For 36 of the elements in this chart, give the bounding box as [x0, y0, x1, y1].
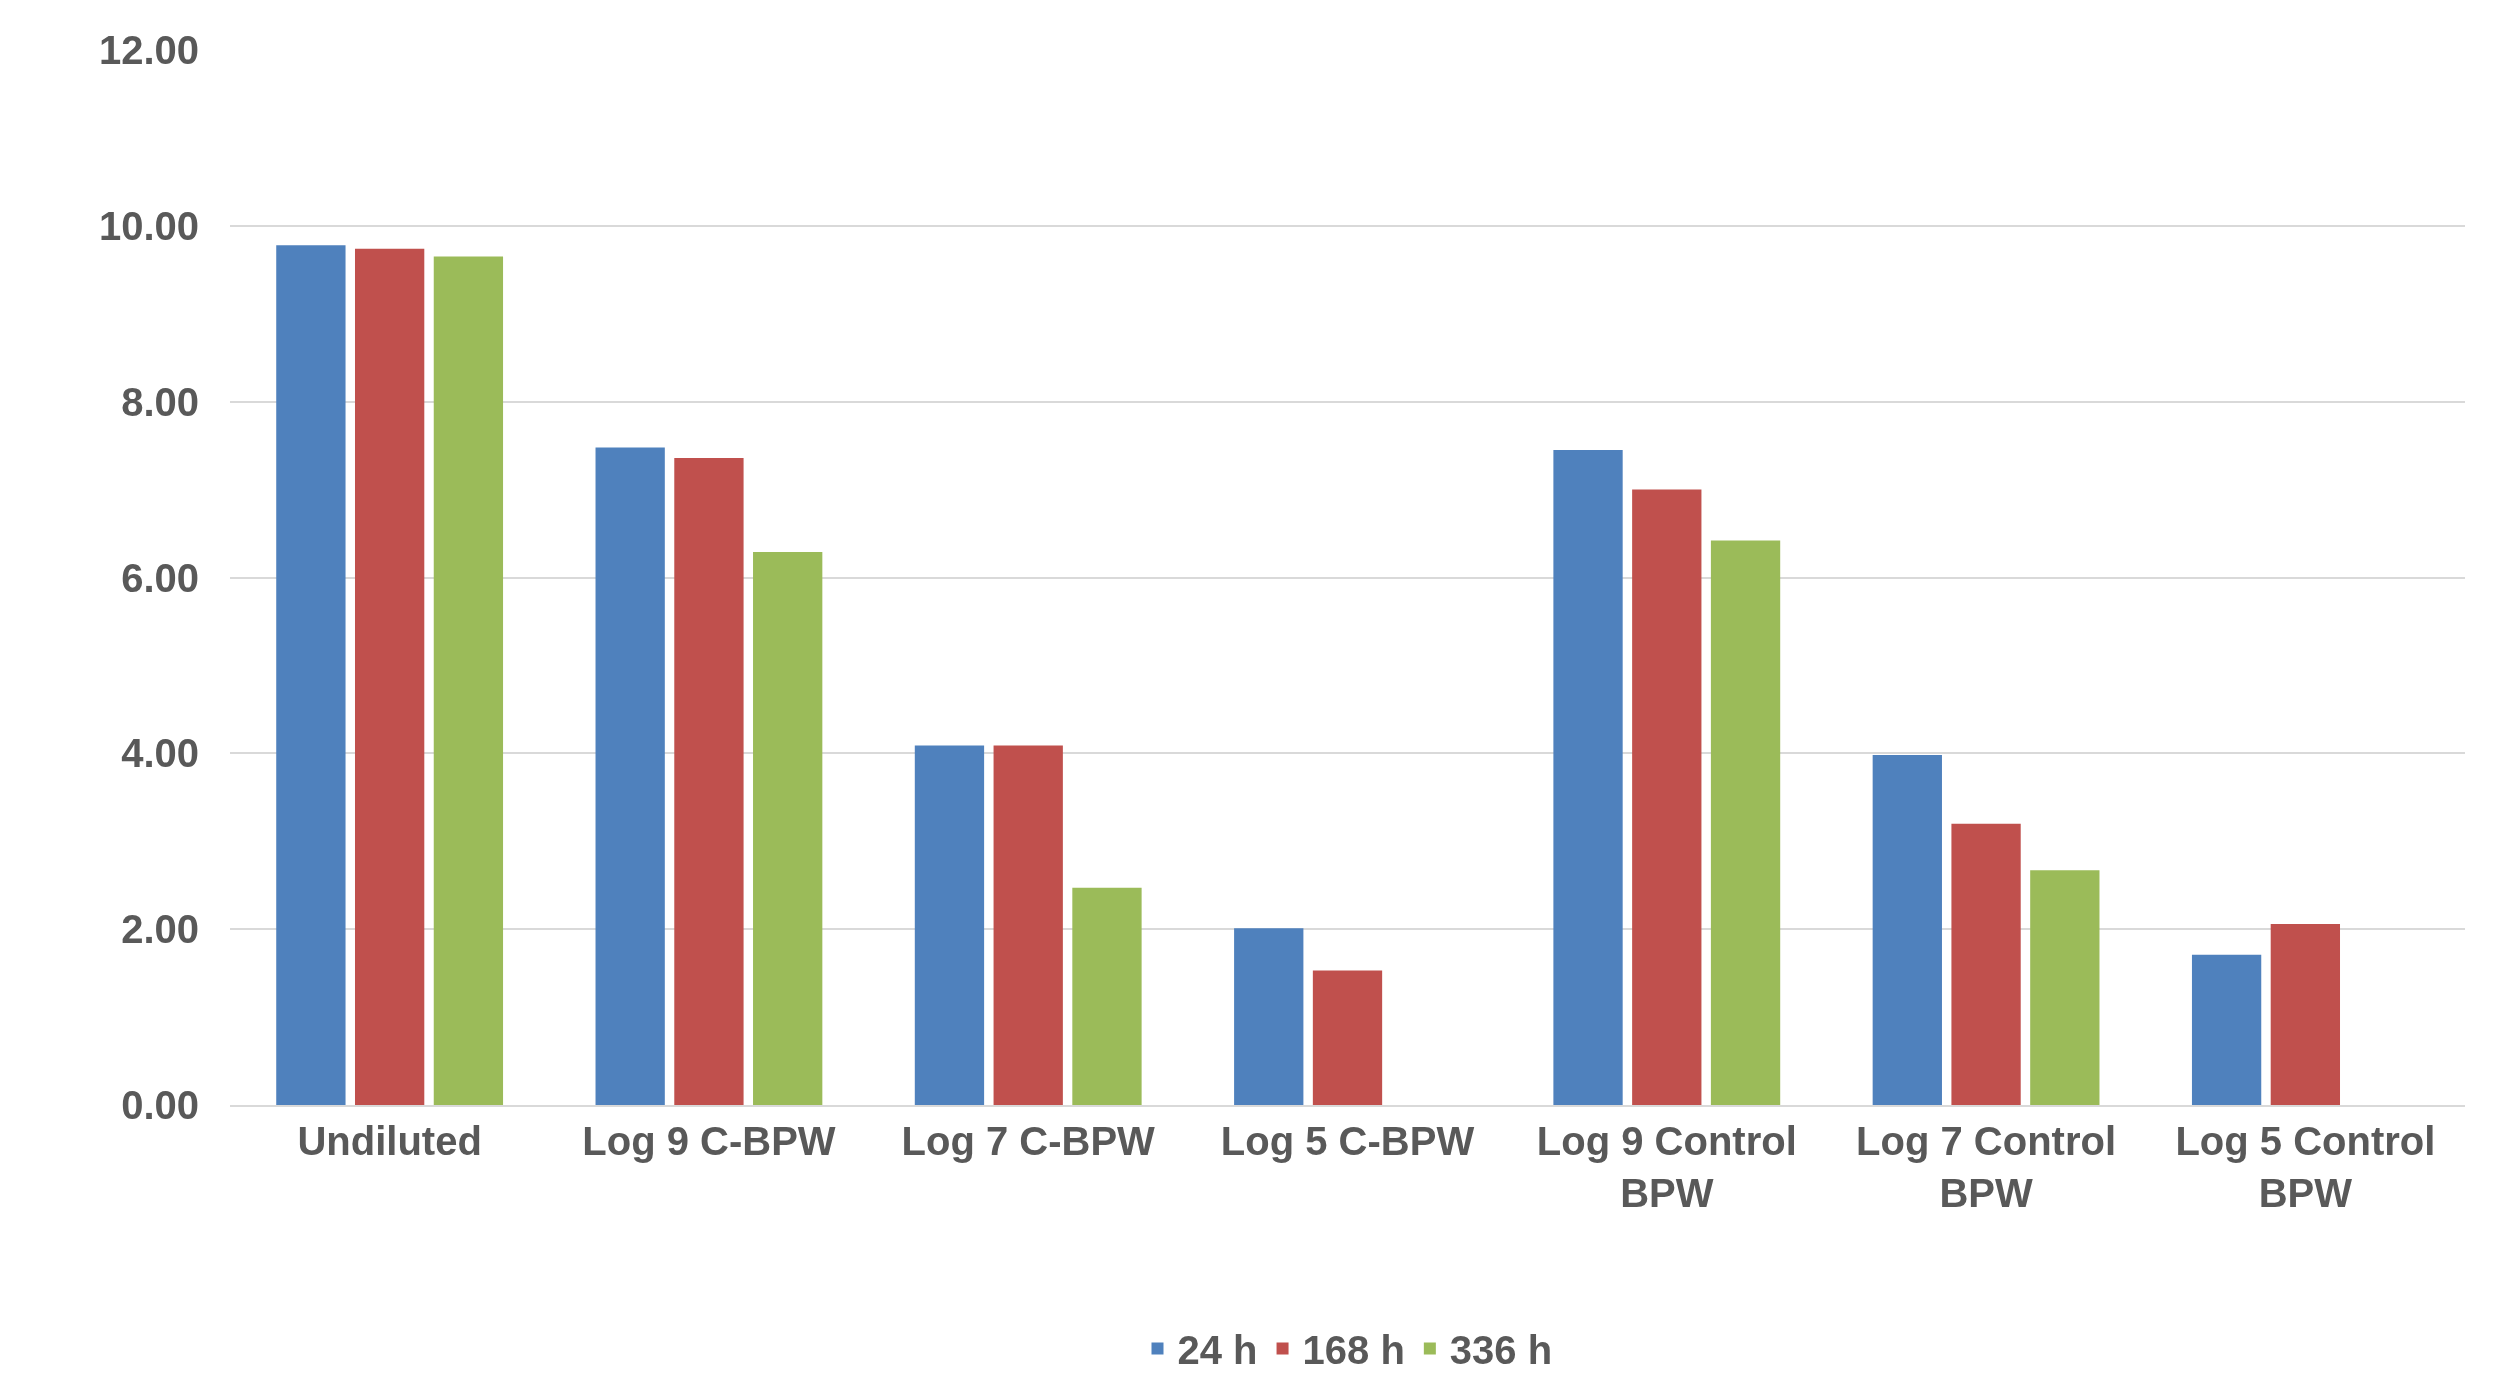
x-tick-label: Log 5 C-BPW — [1220, 1119, 1475, 1163]
bar — [914, 745, 985, 1105]
legend-label: 24 h — [1177, 1328, 1258, 1373]
y-tick-label: 10.00 — [98, 203, 199, 248]
x-tick-label: Log 5 Control BPW — [2175, 1119, 2436, 1215]
y-tick-label: 2.00 — [121, 907, 199, 952]
bar — [1312, 970, 1383, 1105]
bar — [354, 248, 425, 1105]
bar — [433, 256, 504, 1105]
x-tick-label: Log 9 C-BPW — [582, 1119, 836, 1163]
y-tick-label: 12.00 — [98, 28, 199, 72]
bar — [2191, 954, 2262, 1105]
x-tick-label: Log 7 Control BPW — [1856, 1119, 2117, 1215]
y-tick-label: 8.00 — [121, 379, 199, 424]
bar — [993, 745, 1063, 1105]
bar — [1872, 755, 1942, 1105]
x-tick-label: Log 7 C-BPW — [901, 1119, 1156, 1163]
bar — [753, 552, 823, 1105]
bar — [1553, 450, 1623, 1105]
y-tick-label: 6.00 — [121, 555, 199, 600]
bar — [2270, 923, 2341, 1105]
y-tick-label: 4.00 — [121, 731, 199, 776]
y-tick-label: 0.00 — [121, 1083, 199, 1127]
bar — [1951, 823, 2021, 1105]
legend-label: 336 h — [1449, 1328, 1553, 1373]
bar — [1072, 887, 1142, 1105]
bar — [1234, 928, 1304, 1105]
bar — [595, 447, 665, 1105]
x-tick-label: Undiluted — [297, 1119, 482, 1163]
bar — [1710, 540, 1781, 1105]
bar — [674, 457, 744, 1105]
bar — [276, 245, 346, 1105]
x-tick-label: Log 9 Control BPW — [1536, 1119, 1797, 1215]
bar — [1632, 489, 1702, 1105]
bar — [2030, 870, 2100, 1105]
legend-label: 168 h — [1302, 1328, 1405, 1373]
